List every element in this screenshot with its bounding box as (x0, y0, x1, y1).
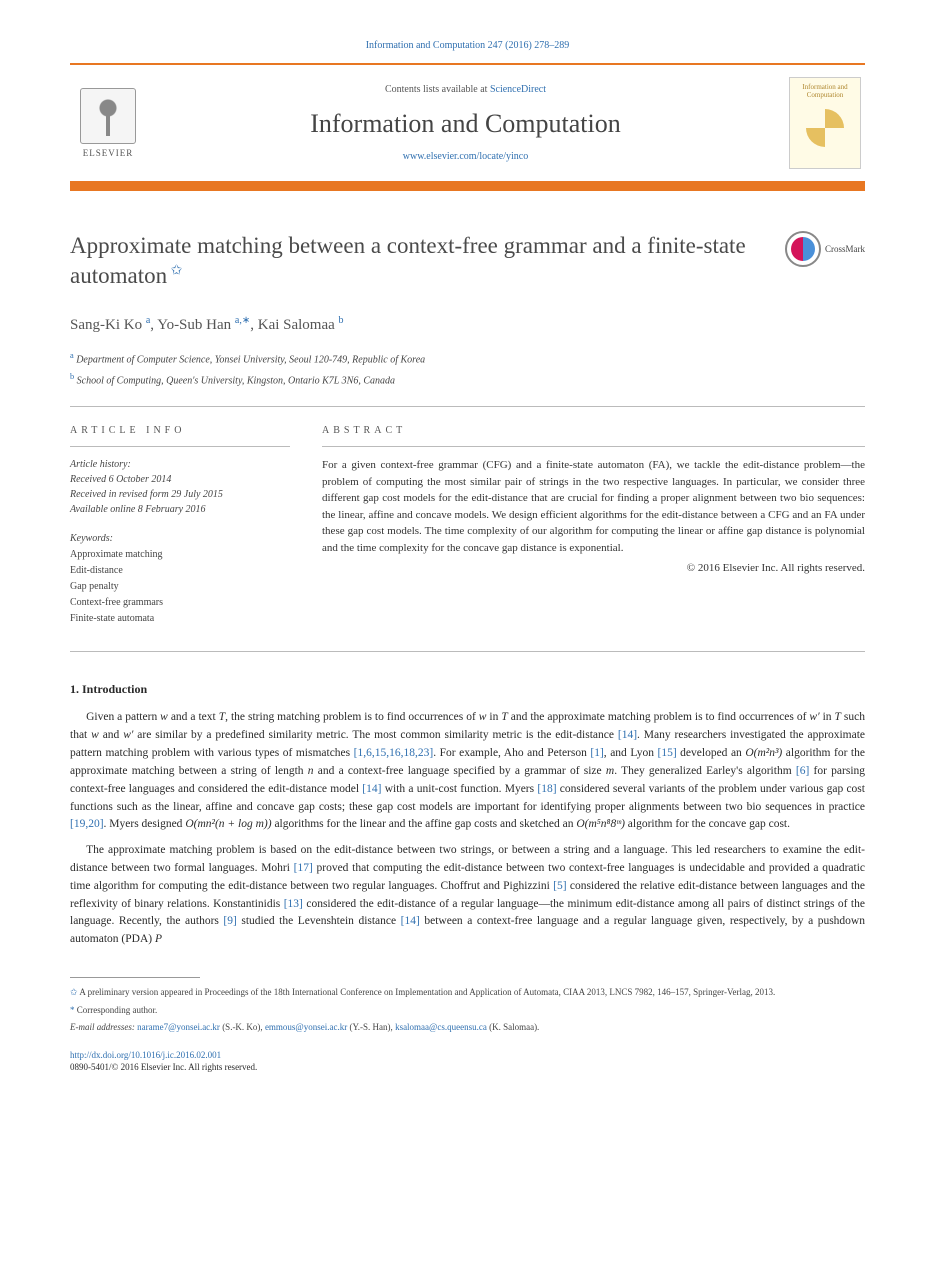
divider (70, 406, 865, 407)
intro-para-1: Given a pattern w and a text T, the stri… (70, 709, 865, 834)
abstract-text: For a given context-free grammar (CFG) a… (322, 457, 865, 556)
crossmark-badge[interactable]: CrossMark (785, 231, 865, 267)
ref-link[interactable]: [17] (294, 862, 313, 874)
ref-link[interactable]: [14] (401, 915, 420, 927)
author-3[interactable]: Kai Salomaa b (258, 317, 344, 333)
ref-link[interactable]: [9] (223, 915, 236, 927)
divider (70, 446, 290, 447)
article-history: Article history: Received 6 October 2014… (70, 457, 290, 517)
affiliation-b: b School of Computing, Queen's Universit… (70, 371, 865, 388)
ref-link[interactable]: [6] (796, 765, 809, 777)
ref-link[interactable]: [14] (618, 729, 637, 741)
elsevier-tree-icon (80, 88, 136, 144)
author-list: Sang-Ki Ko a, Yo-Sub Han a,∗, Kai Saloma… (70, 315, 865, 334)
journal-banner: ELSEVIER Contents lists available at Sci… (70, 65, 865, 181)
article-info-column: article info Article history: Received 6… (70, 425, 290, 627)
history-head: Article history: (70, 457, 290, 472)
copyright-line: © 2016 Elsevier Inc. All rights reserved… (322, 562, 865, 574)
author-1[interactable]: Sang-Ki Ko a (70, 317, 150, 333)
journal-title: Information and Computation (142, 109, 789, 139)
cover-label: Information and Computation (796, 84, 854, 99)
intro-para-2: The approximate matching problem is base… (70, 842, 865, 949)
crossmark-icon (785, 231, 821, 267)
journal-cover-thumbnail[interactable]: Information and Computation (789, 77, 861, 169)
abstract-column: abstract For a given context-free gramma… (322, 425, 865, 627)
ref-link[interactable]: [15] (657, 747, 676, 759)
email-link[interactable]: narame7@yonsei.ac.kr (137, 1022, 220, 1032)
divider (70, 651, 865, 652)
divider (322, 446, 865, 447)
crossmark-label: CrossMark (825, 244, 865, 254)
keyword: Context-free grammars (70, 595, 290, 611)
keyword: Edit-distance (70, 563, 290, 579)
keyword: Approximate matching (70, 547, 290, 563)
contents-prefix: Contents lists available at (385, 84, 490, 95)
history-online: Available online 8 February 2016 (70, 502, 290, 517)
affiliation-a: a Department of Computer Science, Yonsei… (70, 350, 865, 367)
email-link[interactable]: emmous@yonsei.ac.kr (265, 1022, 347, 1032)
header-citation: Information and Computation 247 (2016) 2… (70, 40, 865, 51)
sciencedirect-link[interactable]: ScienceDirect (490, 84, 546, 95)
divider-orange-bottom (70, 181, 865, 191)
doi-link[interactable]: http://dx.doi.org/10.1016/j.ic.2016.02.0… (70, 1050, 221, 1060)
history-received: Received 6 October 2014 (70, 472, 290, 487)
ref-link[interactable]: [13] (284, 898, 303, 910)
publisher-name: ELSEVIER (83, 148, 134, 158)
email-link[interactable]: ksalomaa@cs.queensu.ca (395, 1022, 487, 1032)
abstract-heading: abstract (322, 425, 865, 436)
footnote-star-icon[interactable]: ✩ (167, 263, 182, 278)
ref-link[interactable]: [1] (590, 747, 603, 759)
footnote-divider (70, 977, 200, 978)
ref-link[interactable]: [19,20] (70, 818, 104, 830)
keywords-head: Keywords: (70, 531, 290, 547)
keywords-block: Keywords: Approximate matching Edit-dist… (70, 531, 290, 627)
footnote-corresponding: * Corresponding author. (70, 1004, 865, 1018)
keyword: Gap penalty (70, 579, 290, 595)
cover-swirl-icon (806, 109, 844, 147)
ref-link[interactable]: [5] (553, 880, 566, 892)
footnote-preliminary: ✩ A preliminary version appeared in Proc… (70, 986, 865, 1000)
article-info-heading: article info (70, 425, 290, 436)
article-title-text: Approximate matching between a context-f… (70, 233, 746, 288)
history-revised: Received in revised form 29 July 2015 (70, 487, 290, 502)
doi-block: http://dx.doi.org/10.1016/j.ic.2016.02.0… (70, 1049, 865, 1074)
footnote-emails: E-mail addresses: narame7@yonsei.ac.kr (… (70, 1021, 865, 1035)
article-title: Approximate matching between a context-f… (70, 231, 765, 291)
keyword: Finite-state automata (70, 611, 290, 627)
section-1-title: 1. Introduction (70, 682, 865, 697)
publisher-logo[interactable]: ELSEVIER (74, 83, 142, 163)
ref-link[interactable]: [14] (362, 783, 381, 795)
contents-line: Contents lists available at ScienceDirec… (142, 84, 789, 95)
journal-url[interactable]: www.elsevier.com/locate/yinco (142, 151, 789, 162)
issn-copyright: 0890-5401/© 2016 Elsevier Inc. All right… (70, 1062, 257, 1072)
ref-link[interactable]: [18] (537, 783, 556, 795)
author-2[interactable]: Yo-Sub Han a,∗ (157, 317, 250, 333)
ref-link[interactable]: [1,6,15,16,18,23] (354, 747, 434, 759)
